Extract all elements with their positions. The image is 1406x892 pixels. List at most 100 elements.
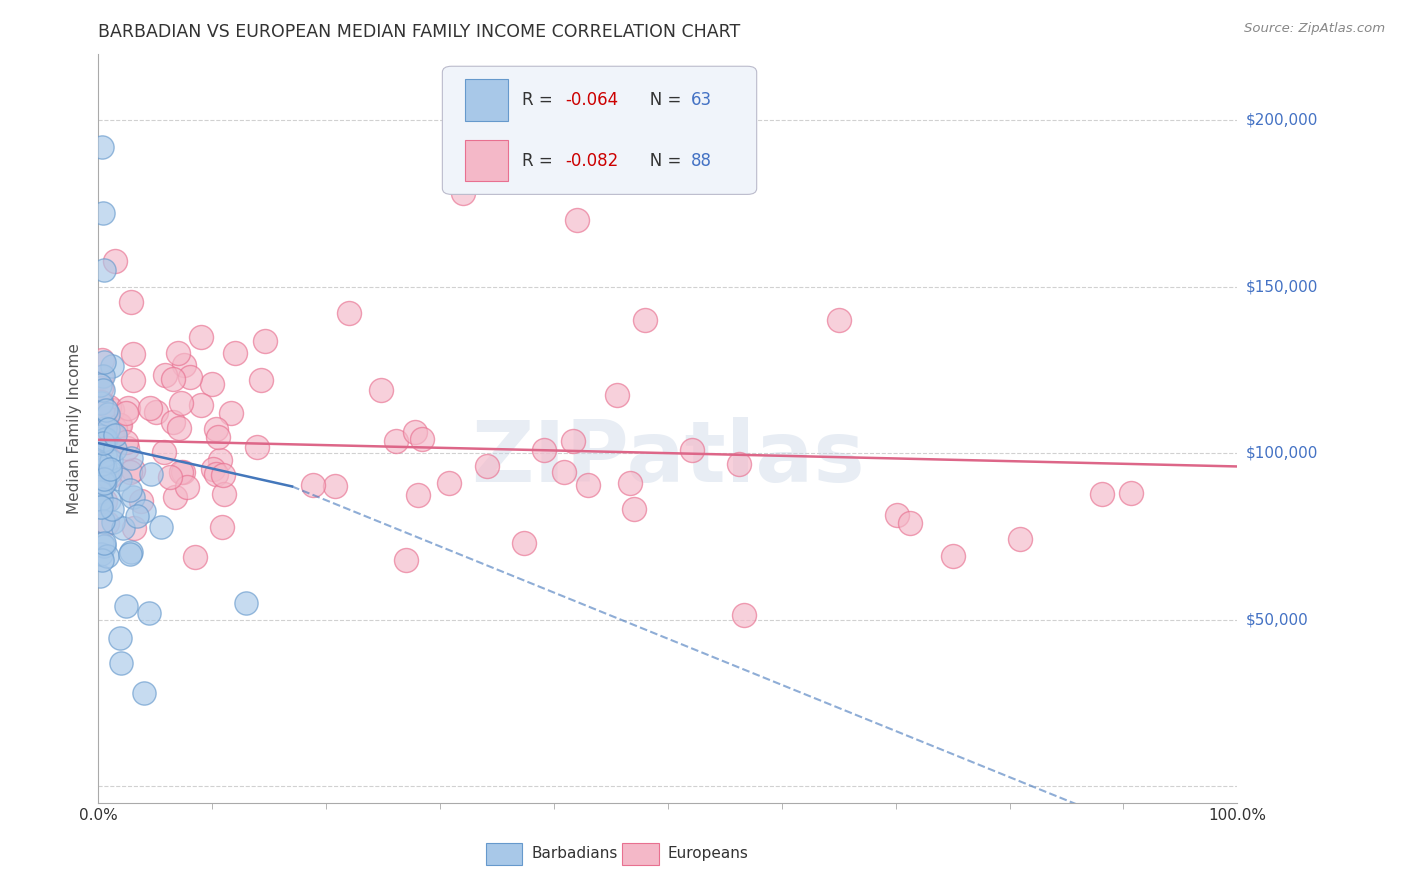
Point	[117, 401, 139, 416]
Point	[634, 313, 657, 327]
Text: N =: N =	[634, 91, 686, 109]
Point	[101, 427, 124, 442]
FancyBboxPatch shape	[443, 66, 756, 194]
Point	[190, 398, 212, 412]
Point	[90, 500, 112, 514]
Point	[235, 596, 257, 610]
Point	[90, 369, 112, 384]
Point	[104, 442, 127, 457]
Point	[97, 469, 120, 483]
Point	[90, 537, 112, 551]
Point	[91, 206, 114, 220]
Point	[1008, 532, 1031, 546]
Point	[406, 488, 429, 502]
Point	[139, 401, 162, 415]
Point	[94, 493, 117, 508]
Point	[89, 484, 111, 499]
Point	[623, 502, 645, 516]
Point	[254, 334, 277, 348]
Point	[90, 352, 112, 367]
Point	[451, 186, 474, 201]
Point	[114, 599, 136, 614]
Point	[93, 433, 115, 447]
Point	[110, 631, 132, 645]
Point	[104, 422, 127, 436]
Text: N =: N =	[634, 152, 686, 169]
Point	[132, 503, 155, 517]
Point	[93, 472, 115, 486]
Point	[104, 428, 127, 442]
Point	[93, 459, 115, 474]
Point	[91, 384, 114, 398]
Point	[89, 569, 111, 583]
Point	[477, 458, 499, 473]
Point	[93, 433, 115, 447]
FancyBboxPatch shape	[485, 843, 522, 865]
Point	[90, 380, 112, 394]
Point	[93, 475, 115, 490]
Point	[190, 329, 212, 343]
Point	[149, 519, 172, 533]
Point	[100, 402, 122, 417]
Point	[385, 434, 408, 448]
Point	[114, 406, 136, 420]
Point	[91, 435, 114, 450]
Point	[152, 444, 174, 458]
Point	[323, 479, 346, 493]
Text: $200,000: $200,000	[1246, 112, 1317, 128]
Point	[145, 405, 167, 419]
Text: R =: R =	[522, 152, 558, 169]
Point	[114, 435, 136, 450]
Point	[94, 448, 117, 462]
Point	[1119, 486, 1142, 500]
Point	[100, 502, 122, 516]
Point	[208, 453, 231, 467]
Point	[167, 346, 190, 360]
Text: 88: 88	[690, 152, 711, 169]
Point	[111, 521, 134, 535]
Point	[212, 468, 235, 483]
Point	[96, 516, 118, 530]
Text: Source: ZipAtlas.com: Source: ZipAtlas.com	[1244, 22, 1385, 36]
Point	[201, 377, 224, 392]
Point	[93, 432, 115, 446]
Point	[205, 467, 228, 481]
Point	[562, 434, 585, 448]
Point	[96, 410, 118, 425]
Point	[90, 394, 112, 409]
Text: -0.064: -0.064	[565, 91, 619, 109]
Point	[211, 520, 233, 534]
Point	[90, 396, 112, 410]
Point	[159, 470, 181, 484]
Point	[129, 493, 152, 508]
Point	[162, 372, 184, 386]
Point	[91, 369, 114, 384]
Point	[120, 451, 142, 466]
Point	[120, 294, 142, 309]
Point	[576, 478, 599, 492]
Text: 63: 63	[690, 91, 711, 109]
Text: ZIPatlas: ZIPatlas	[471, 417, 865, 500]
Point	[100, 454, 122, 468]
Point	[93, 436, 115, 450]
Point	[224, 346, 246, 360]
Point	[103, 515, 125, 529]
Point	[212, 487, 235, 501]
Point	[121, 463, 143, 477]
Point	[900, 516, 922, 530]
Text: $50,000: $50,000	[1246, 612, 1309, 627]
Point	[91, 552, 114, 566]
Point	[176, 480, 198, 494]
Point	[96, 402, 118, 417]
Point	[513, 536, 536, 550]
Point	[714, 123, 737, 137]
Point	[89, 457, 111, 471]
Point	[120, 547, 142, 561]
Point	[89, 500, 111, 515]
Point	[97, 422, 120, 436]
Text: -0.082: -0.082	[565, 152, 619, 169]
Point	[125, 509, 148, 524]
Point	[165, 490, 187, 504]
Point	[93, 476, 115, 491]
Point	[108, 418, 131, 433]
